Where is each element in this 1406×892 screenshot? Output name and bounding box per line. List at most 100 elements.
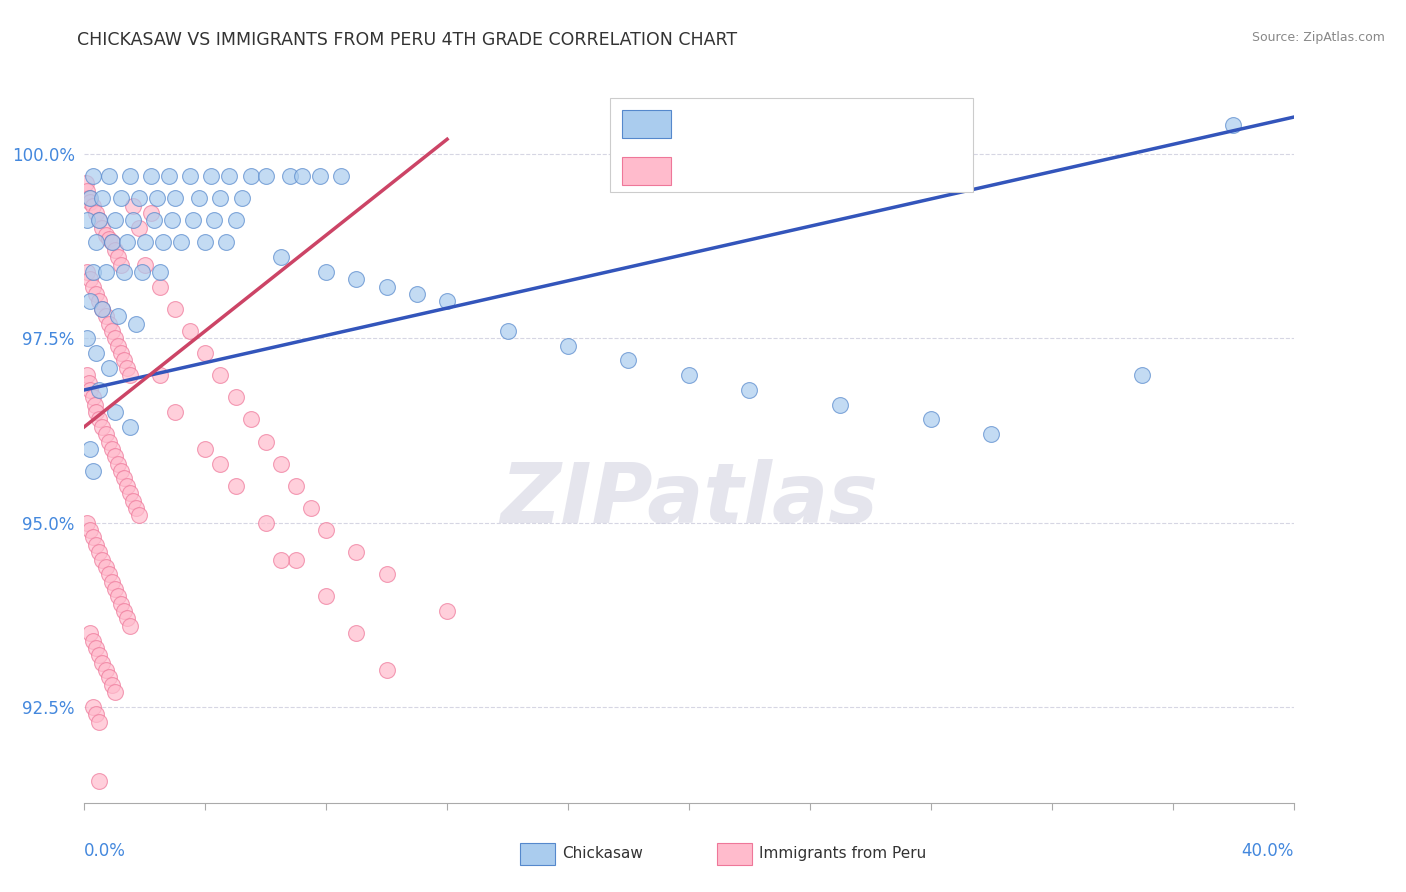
Point [79, 626, 101, 640]
Point [181, 213, 204, 227]
Point [128, 191, 150, 205]
Point [107, 250, 129, 264]
Point [254, 434, 277, 449]
Point [738, 383, 761, 397]
Point [107, 339, 129, 353]
Point [86, 346, 108, 360]
Point [100, 235, 122, 250]
Point [278, 169, 301, 183]
Point [194, 442, 217, 456]
Point [104, 331, 127, 345]
Point [118, 419, 141, 434]
Point [160, 213, 183, 227]
Point [375, 663, 398, 677]
Point [76, 265, 98, 279]
Point [128, 220, 150, 235]
Point [79, 523, 101, 537]
Point [225, 479, 247, 493]
Point [225, 390, 247, 404]
Point [86, 206, 108, 220]
Point [179, 324, 201, 338]
Point [76, 368, 98, 383]
Point [94, 265, 117, 279]
Point [115, 479, 138, 493]
Point [157, 169, 180, 183]
Point [94, 663, 117, 677]
Point [118, 619, 141, 633]
Point [375, 279, 398, 293]
Point [94, 228, 117, 243]
Point [97, 434, 120, 449]
Point [121, 199, 143, 213]
Point [89, 294, 111, 309]
Point [110, 191, 132, 205]
Point [285, 552, 308, 566]
Point [100, 235, 122, 250]
Point [617, 353, 640, 368]
Text: R =  0.311    N =   79: R = 0.311 N = 79 [683, 115, 893, 133]
Point [107, 590, 129, 604]
Point [79, 442, 101, 456]
Point [100, 574, 122, 589]
Point [76, 184, 98, 198]
Point [254, 169, 277, 183]
Point [91, 301, 114, 316]
Point [209, 368, 232, 383]
Point [299, 500, 322, 515]
Point [149, 368, 172, 383]
Point [104, 685, 127, 699]
Point [239, 169, 262, 183]
Point [112, 604, 135, 618]
Point [89, 648, 111, 663]
Point [270, 552, 292, 566]
Point [239, 412, 262, 426]
Text: Source: ZipAtlas.com: Source: ZipAtlas.com [1251, 31, 1385, 45]
Text: 40.0%: 40.0% [1241, 842, 1294, 860]
Point [406, 287, 429, 301]
Point [291, 169, 314, 183]
Point [86, 538, 108, 552]
Point [89, 714, 111, 729]
Point [89, 213, 111, 227]
Point [330, 169, 353, 183]
Point [346, 626, 368, 640]
Point [82, 279, 104, 293]
Point [97, 317, 120, 331]
Point [86, 287, 108, 301]
Point [980, 427, 1002, 442]
Point [82, 700, 104, 714]
Point [94, 309, 117, 323]
Point [115, 360, 138, 375]
Point [1132, 368, 1154, 383]
Point [82, 390, 104, 404]
Point [149, 279, 172, 293]
Point [91, 656, 114, 670]
Point [179, 169, 201, 183]
Point [118, 169, 141, 183]
Point [152, 235, 174, 250]
Point [79, 294, 101, 309]
Point [104, 582, 127, 596]
Point [134, 258, 156, 272]
Point [218, 169, 240, 183]
Point [270, 457, 292, 471]
Point [225, 213, 247, 227]
Point [139, 206, 162, 220]
Point [94, 560, 117, 574]
Point [215, 235, 238, 250]
Text: Immigrants from Peru: Immigrants from Peru [759, 847, 927, 861]
Point [110, 258, 132, 272]
Text: ZIPatlas: ZIPatlas [501, 458, 877, 540]
Point [104, 405, 127, 419]
Point [91, 191, 114, 205]
Point [89, 213, 111, 227]
Point [82, 530, 104, 544]
Point [254, 516, 277, 530]
Point [118, 368, 141, 383]
Point [496, 324, 519, 338]
Point [194, 346, 217, 360]
Point [315, 265, 337, 279]
Point [165, 405, 187, 419]
Point [84, 398, 107, 412]
Text: 0.0%: 0.0% [84, 842, 127, 860]
